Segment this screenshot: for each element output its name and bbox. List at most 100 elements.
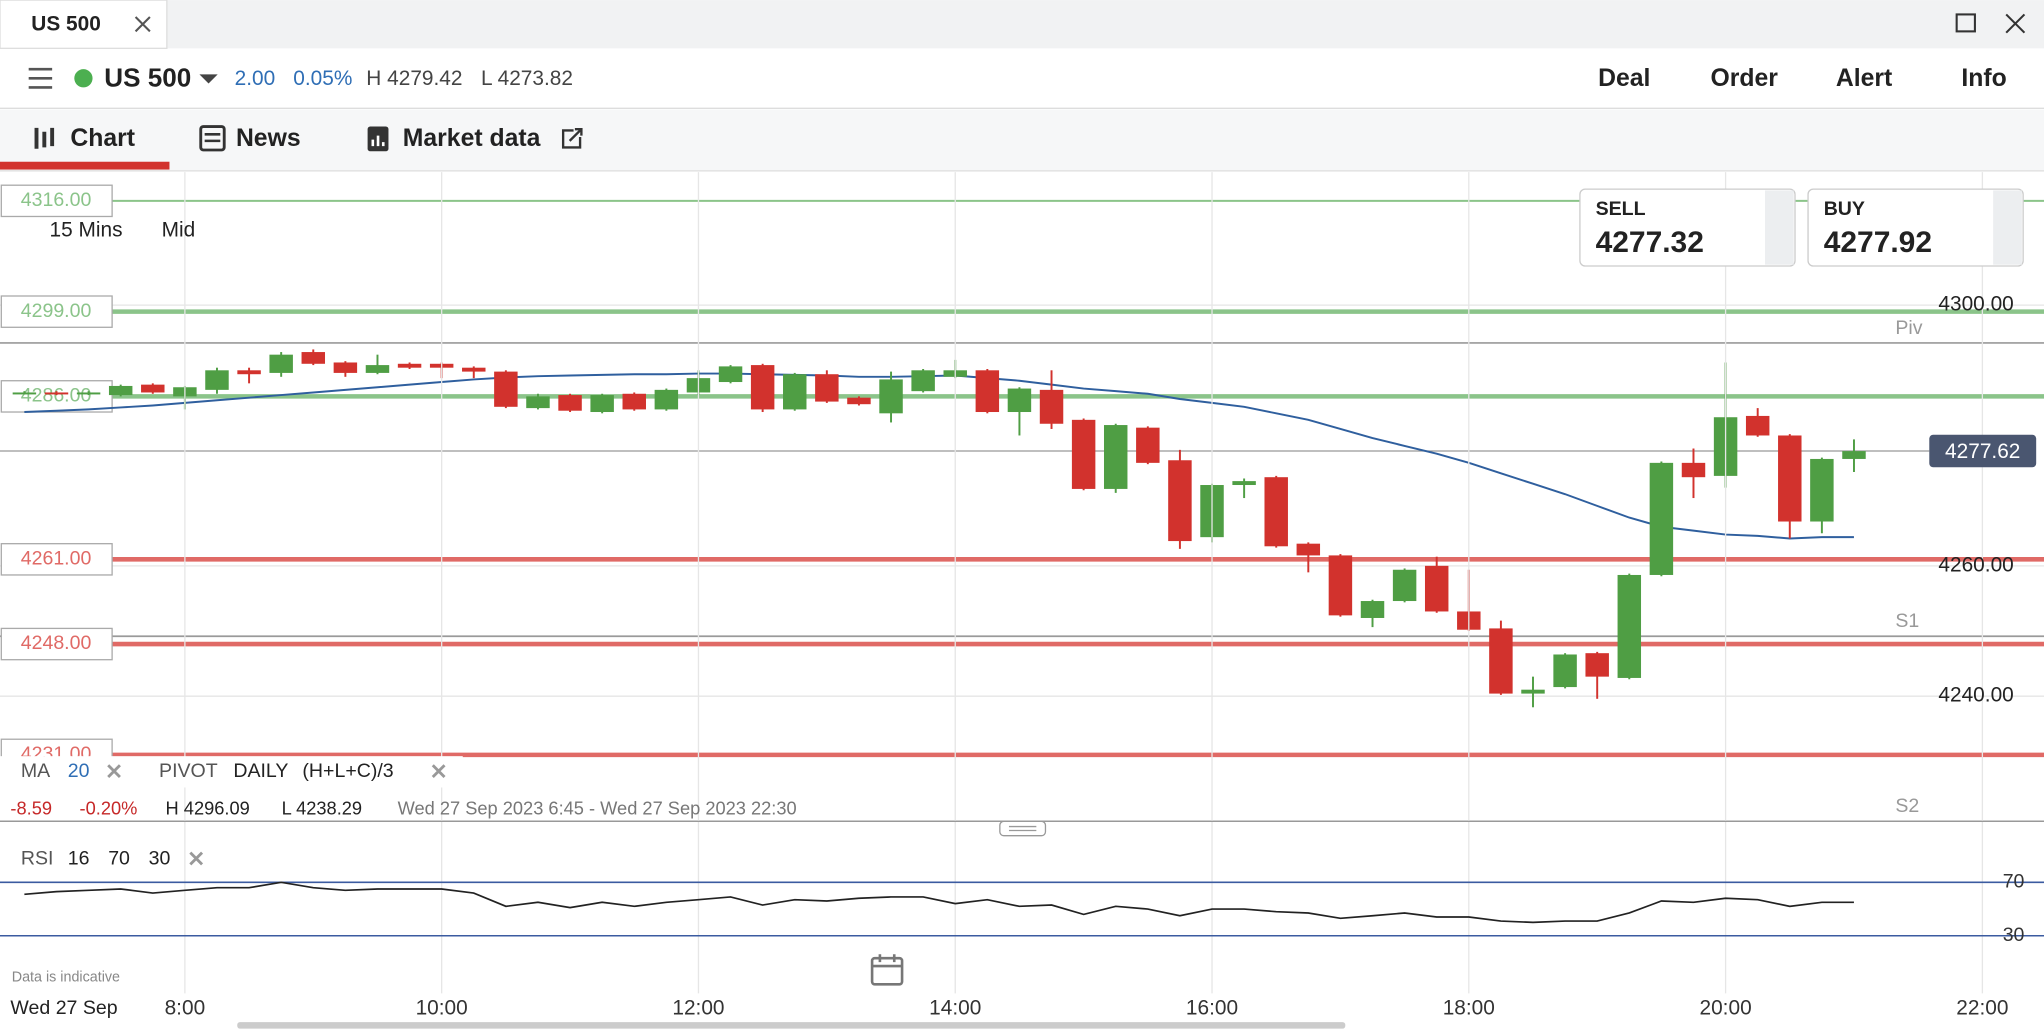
candle-body [526,396,550,409]
pivot-period: DAILY [233,760,288,782]
candle-body [1842,451,1866,459]
summary-high: H 4296.09 [166,797,250,818]
status-dot [74,69,93,88]
ma-line [24,372,1854,540]
candle-body [975,370,1000,413]
interval[interactable]: 15 Mins [50,218,123,241]
date-label: Wed 27 Sep [10,997,117,1019]
candle-body [301,352,326,364]
rsi-label: RSI [21,847,54,869]
buy-button[interactable] [1807,188,2024,267]
candle-body [12,392,37,395]
calendar[interactable] [870,956,904,986]
candle-body [462,367,486,372]
pivot-label: Piv [1895,317,1922,339]
x-tick-label: 18:00 [1443,997,1495,1020]
summary-change-pct: -0.20% [80,797,138,818]
candle-body [1810,458,1834,522]
candle-body [1264,477,1288,547]
scrollbar[interactable] [237,1022,1346,1029]
candle-body [365,365,390,373]
candle-body [558,395,582,411]
level-box [0,184,113,218]
remove-rsi[interactable] [189,851,204,866]
tab[interactable]: News [236,125,301,152]
sell-label: SELL [1596,198,1646,220]
change: 2.00 [235,67,276,90]
close-tab[interactable] [134,16,151,33]
candle-body [590,395,614,413]
action[interactable]: Order [1710,65,1778,92]
candle-body [1521,689,1545,694]
rsi-tick-label: 70 [2003,870,2025,892]
candle-body [1232,481,1256,486]
current-price-badge [1929,434,2037,468]
level-label: 4286.00 [21,385,92,407]
price-type[interactable]: Mid [162,218,196,241]
level-box [0,380,113,413]
current-price-label: 4277.62 [1945,440,2020,463]
rsi-param: 30 [149,847,171,869]
summary-low: L 4238.29 [282,797,363,818]
ma-label: MA [21,760,50,782]
maximize[interactable] [1955,13,1976,33]
candle-body [1392,569,1417,602]
candle-body [237,370,261,375]
x-tick-label: 14:00 [929,997,981,1020]
rsi-tick-label: 30 [2003,924,2025,946]
candle-body [622,393,646,410]
candle-body [654,389,679,410]
candle-body [1007,388,1032,413]
candle-body [1553,654,1577,688]
x-tick-label: 8:00 [165,997,206,1020]
rsi-line [24,881,1854,924]
level-label: 4261.00 [21,547,92,569]
candle-body [1489,628,1513,694]
candle-body [783,374,807,410]
candle-body [1617,574,1642,678]
candle-body [141,384,165,393]
candle-body [1296,543,1321,556]
candle-body [1649,462,1674,575]
y-tick-label: 4260.00 [1938,553,2013,576]
candle-body [333,362,358,373]
instrument[interactable]: US 500 [104,62,191,92]
y-tick-label: 4300.00 [1938,293,2013,316]
candle-body [494,371,518,407]
sell-button[interactable] [1579,188,1796,267]
close-window[interactable] [2005,13,2026,34]
menu[interactable] [28,67,53,89]
candle-body [1360,601,1385,618]
candle-body [1745,415,1770,436]
level-label: 4248.00 [21,632,92,654]
candle-body [76,392,101,395]
candle-body [1103,425,1128,489]
action[interactable]: Deal [1598,65,1650,92]
level-box [0,295,113,328]
level-label: 4316.00 [21,189,92,211]
candle-body [1071,419,1096,489]
x-tick-label: 22:00 [1956,997,2008,1020]
dropdown[interactable] [199,74,218,84]
action[interactable]: Alert [1836,65,1892,92]
change-pct: 0.05% [293,67,352,90]
level-box [0,543,113,576]
tab[interactable]: Chart [70,125,135,152]
buy-price: 4277.92 [1824,226,1932,259]
remove-ma[interactable] [107,764,121,779]
tab[interactable]: Market data [403,125,541,152]
summary-change: -8.59 [10,797,52,818]
pivot-label: PIVOT [159,760,218,782]
x-tick-label: 20:00 [1700,997,1752,1020]
candle-body [911,370,935,392]
window-tab[interactable] [0,0,168,49]
panel-resize[interactable] [999,820,1047,837]
x-tick-label: 12:00 [672,997,724,1020]
sell-price: 4277.32 [1596,226,1704,259]
remove-pivot[interactable] [431,764,446,779]
candle-body [1778,435,1802,522]
candle-body [1039,389,1064,424]
action[interactable]: Info [1961,65,2006,92]
pivot-label: S2 [1895,795,1919,817]
